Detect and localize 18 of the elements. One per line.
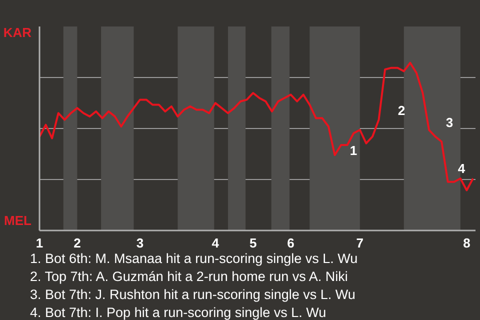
text: 3. Bot 7th: J. Rushton hit a run-scoring single vs L. Wu (30, 286, 356, 304)
text: 2. Top 7th: A. Guzmán hit a 2-run home run vs A. Niki (30, 268, 349, 286)
text: 1. Bot 6th: M. Msanaa hit a run-scoring single vs L. Wu (30, 250, 358, 268)
x-tick-label: 6 (287, 236, 294, 250)
x-tick-label: 2 (74, 236, 81, 250)
x-tick-label: 3 (136, 236, 144, 250)
annotation: 4 (458, 161, 466, 176)
x-tick-label: 1 (36, 236, 44, 250)
x-tick-label: 8 (463, 236, 470, 250)
text: MEL (4, 212, 32, 228)
x-tick-label: 7 (356, 236, 364, 250)
annotation: 2 (398, 103, 406, 118)
x-tick-label: 5 (249, 236, 257, 250)
text: 4. Bot 7th: I. Pop hit a run-scoring single vs L. Wu (30, 304, 328, 320)
x-tick-label: 4 (212, 236, 220, 250)
text: KAR (3, 25, 32, 40)
annotation: 1 (350, 143, 358, 158)
annotation: 3 (446, 115, 454, 130)
